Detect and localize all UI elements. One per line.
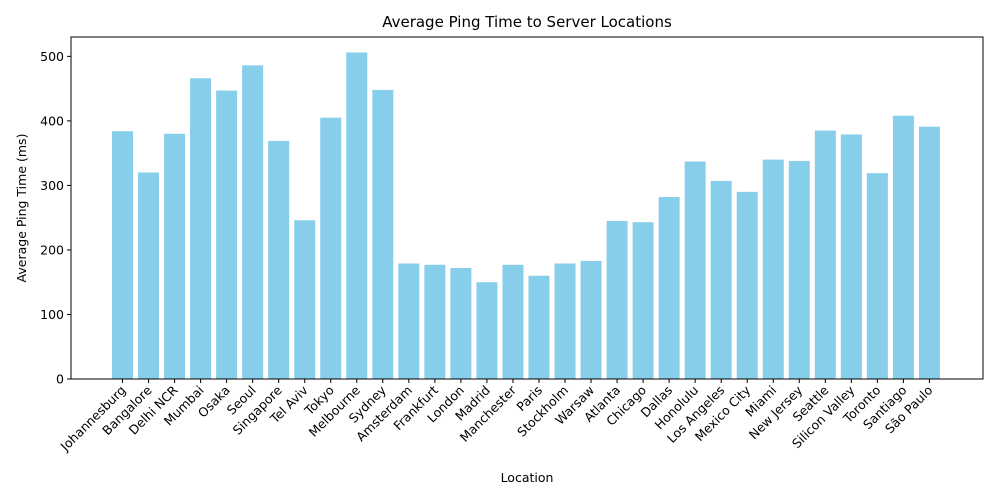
bar-seattle [814, 130, 836, 379]
bar-melbourne [346, 52, 368, 380]
bar-stockholm [554, 263, 576, 379]
y-tick-label: 300 [40, 178, 64, 193]
bar-tel-aviv [294, 220, 316, 379]
bar-paris [528, 275, 550, 379]
y-tick-label: 500 [40, 49, 64, 64]
bar-honolulu [684, 161, 706, 379]
bar-osaka [216, 90, 238, 379]
y-tick-label: 400 [40, 113, 64, 128]
bar-santiago [892, 115, 914, 379]
bar-madrid [476, 282, 498, 379]
bar-s-o-paulo [918, 126, 940, 379]
y-tick-label: 100 [40, 307, 64, 322]
bar-miami [762, 159, 784, 379]
bars-group [112, 52, 940, 380]
bar-mexico-city [736, 191, 758, 379]
y-tick-label: 200 [40, 242, 64, 257]
chart-title: Average Ping Time to Server Locations [382, 13, 672, 31]
bar-seoul [242, 65, 264, 379]
bar-mumbai [190, 78, 212, 380]
bar-delhi-ncr [164, 133, 186, 379]
bar-johannesburg [112, 131, 133, 379]
bar-frankfurt [424, 264, 446, 379]
plot-frame [70, 36, 984, 380]
bar-dallas [658, 197, 680, 379]
bar-bangalore [138, 172, 160, 379]
y-axis-label: Average Ping Time (ms) [14, 134, 29, 283]
x-axis-label: Location [501, 470, 554, 485]
bar-new-jersey [788, 160, 810, 379]
bar-silicon-valley [840, 134, 862, 379]
bar-tokyo [320, 117, 342, 379]
bar-sydney [372, 89, 394, 379]
bar-atlanta [606, 220, 628, 379]
bar-los-angeles [710, 180, 732, 379]
y-tick-label: 0 [56, 372, 64, 387]
bar-warsaw [580, 260, 602, 379]
bar-chicago [632, 222, 654, 379]
bar-amsterdam [398, 263, 420, 379]
y-axis: 0 100 200 300 400 500 [40, 49, 71, 387]
bar-london [450, 268, 472, 379]
bar-singapore [268, 140, 290, 379]
bar-toronto [866, 173, 888, 379]
bar-manchester [502, 264, 524, 379]
